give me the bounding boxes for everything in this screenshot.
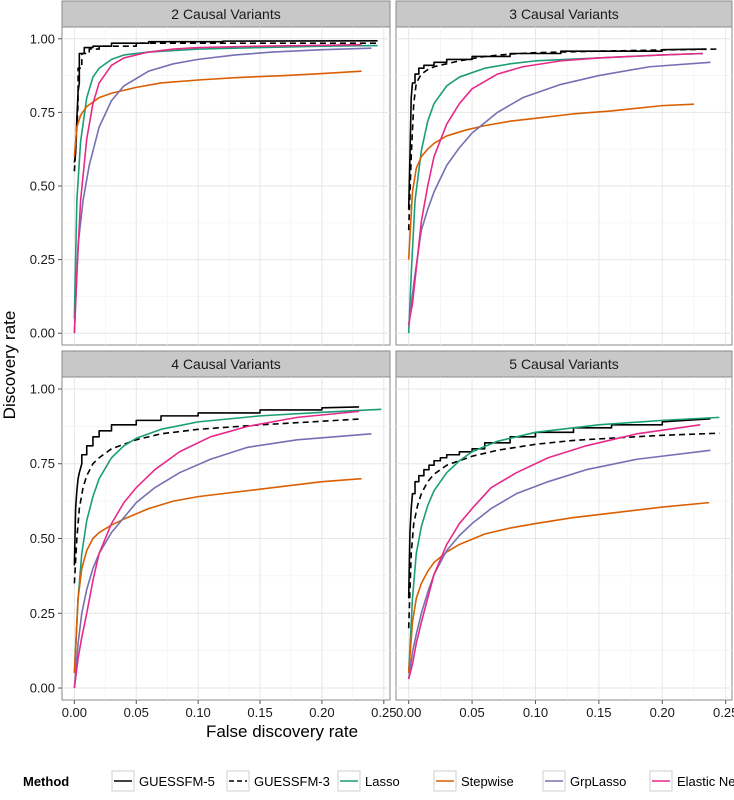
facet-panel: 4 Causal Variants 0.00 0.25 0.50 0.75 1.00 0.0… bbox=[30, 350, 396, 720]
series-line-stepwise bbox=[73, 477, 362, 674]
facet-strip bbox=[395, 0, 733, 28]
facet-panel: 5 Causal Variants 0.00 0.05 0.10 0.15 0.20 0.2… bbox=[395, 350, 734, 720]
legend-label: Elastic Net bbox=[677, 774, 734, 789]
legend: Method GUESSFM-5 GUESSFM-3 Lasso Stepwise Gr… bbox=[23, 770, 734, 792]
x-tick-label: 0.00 bbox=[62, 705, 87, 720]
legend-label: Stepwise bbox=[461, 774, 514, 789]
x-tick-label: 0.10 bbox=[523, 705, 548, 720]
facet-strip bbox=[61, 350, 391, 378]
facet-strip bbox=[61, 0, 391, 28]
series-line-guessfm-3 bbox=[407, 432, 720, 629]
facet-title: 4 Causal Variants bbox=[171, 356, 280, 372]
series-line-elastic-net bbox=[407, 424, 701, 680]
x-tick-label: 0.15 bbox=[247, 705, 272, 720]
series-line-elastic-net bbox=[407, 52, 703, 325]
x-tick-label: 0.20 bbox=[650, 705, 675, 720]
series-line-elastic-net bbox=[73, 410, 360, 689]
series-line-lasso bbox=[73, 408, 382, 674]
series-line-grplasso bbox=[73, 47, 372, 334]
legend-label: Lasso bbox=[365, 774, 400, 789]
series-line-lasso bbox=[407, 416, 720, 674]
x-tick-label: 0.20 bbox=[309, 705, 334, 720]
series-line-grplasso bbox=[73, 433, 372, 689]
x-tick-label: 0.25 bbox=[371, 705, 396, 720]
y-tick-label: 0.75 bbox=[30, 105, 55, 120]
legend-label: GUESSFM-5 bbox=[139, 774, 215, 789]
y-tick-label: 0.50 bbox=[30, 179, 55, 194]
legend-label: GUESSFM-3 bbox=[254, 774, 330, 789]
x-tick-label: 0.10 bbox=[185, 705, 210, 720]
x-tick-label: 0.15 bbox=[586, 705, 611, 720]
facet-title: 2 Causal Variants bbox=[171, 6, 280, 22]
y-tick-label: 0.00 bbox=[30, 326, 55, 341]
x-tick-label: 0.05 bbox=[459, 705, 484, 720]
series-line-guessfm-5 bbox=[73, 406, 360, 566]
x-axis-title: False discovery rate bbox=[206, 722, 358, 741]
series-line-guessfm-3 bbox=[407, 48, 720, 231]
y-tick-label: 0.25 bbox=[30, 606, 55, 621]
y-tick-label: 1.00 bbox=[30, 381, 55, 396]
facet-panel: 3 Causal Variants bbox=[395, 0, 733, 346]
y-tick-label: 1.00 bbox=[30, 31, 55, 46]
legend-label: GrpLasso bbox=[570, 774, 626, 789]
series-line-lasso bbox=[73, 44, 378, 319]
facet-title: 3 Causal Variants bbox=[509, 6, 618, 22]
series-line-stepwise bbox=[73, 70, 362, 157]
series-line-guessfm-5 bbox=[407, 418, 711, 599]
series-line-guessfm-3 bbox=[73, 42, 378, 172]
x-tick-label: 0.00 bbox=[396, 705, 421, 720]
facet-panel: 2 Causal Variants 0.00 0.25 0.50 0.75 1.00 bbox=[30, 0, 391, 346]
facet-strip bbox=[395, 350, 733, 378]
x-tick-label: 0.25 bbox=[713, 705, 734, 720]
x-tick-label: 0.05 bbox=[124, 705, 149, 720]
series-line-stepwise bbox=[407, 103, 694, 260]
y-tick-label: 0.25 bbox=[30, 252, 55, 267]
y-tick-label: 0.50 bbox=[30, 531, 55, 546]
y-tick-label: 0.75 bbox=[30, 456, 55, 471]
y-tick-label: 0.00 bbox=[30, 681, 55, 696]
series-line-stepwise bbox=[407, 501, 710, 674]
series-line-elastic-net bbox=[73, 43, 362, 334]
series-line-grplasso bbox=[407, 449, 711, 680]
y-axis-title: Discovery rate bbox=[0, 311, 19, 420]
facet-title: 5 Causal Variants bbox=[509, 356, 618, 372]
legend-title: Method bbox=[23, 774, 69, 789]
